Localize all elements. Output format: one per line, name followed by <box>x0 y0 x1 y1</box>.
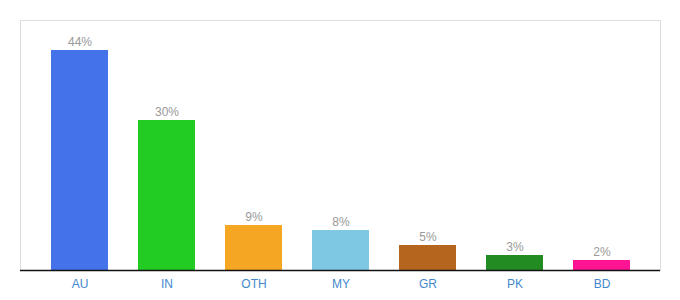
svg-text:2%: 2% <box>593 245 611 259</box>
svg-text:AU: AU <box>72 277 89 291</box>
svg-text:44%: 44% <box>68 35 92 49</box>
svg-text:IN: IN <box>161 277 173 291</box>
svg-text:5%: 5% <box>419 230 437 244</box>
svg-text:MY: MY <box>332 277 350 291</box>
svg-text:3%: 3% <box>506 240 524 254</box>
svg-text:BD: BD <box>594 277 611 291</box>
svg-text:8%: 8% <box>332 215 350 229</box>
svg-text:9%: 9% <box>245 210 263 224</box>
svg-text:GR: GR <box>419 277 437 291</box>
svg-text:PK: PK <box>507 277 523 291</box>
svg-text:30%: 30% <box>155 105 179 119</box>
svg-text:OTH: OTH <box>241 277 266 291</box>
